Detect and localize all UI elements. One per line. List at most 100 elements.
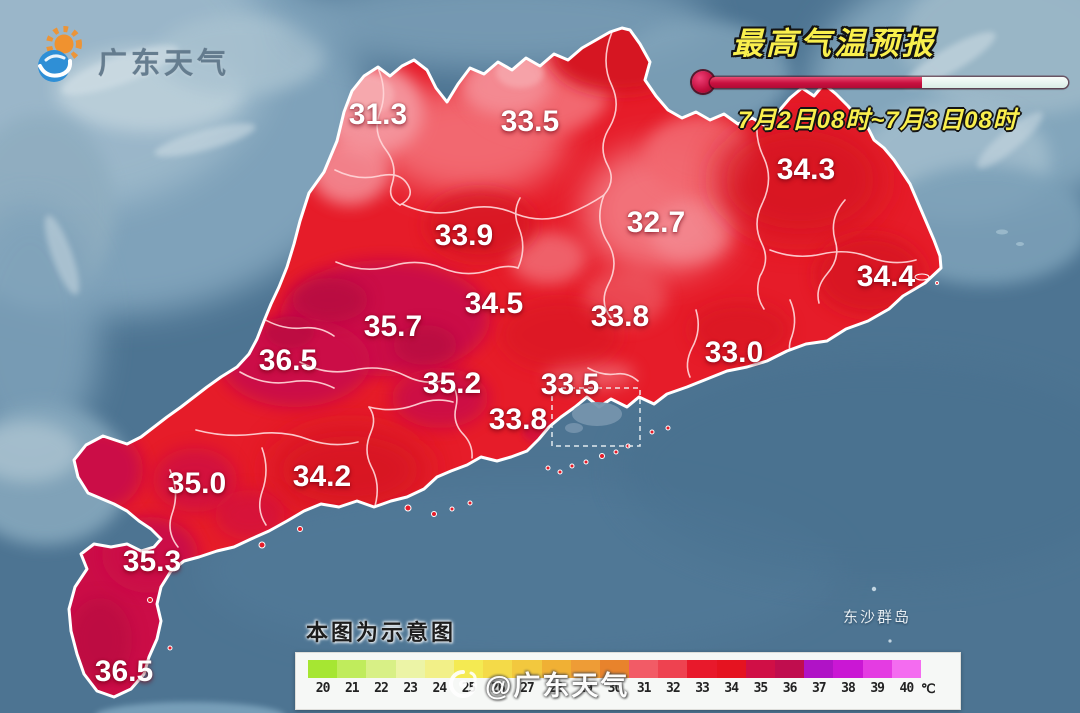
temp-label: 32.7	[626, 206, 686, 239]
temp-label: 33.8	[488, 403, 548, 436]
legend-stop: 26	[483, 660, 513, 696]
legend-stop: 28	[541, 660, 571, 696]
legend-temp-value: 30	[607, 681, 623, 696]
legend-color-swatch	[512, 660, 542, 678]
legend-stop: 32	[658, 660, 688, 696]
legend-temp-value: 33	[695, 681, 710, 696]
legend-unit: ℃	[920, 681, 936, 696]
legend-color-swatch	[658, 660, 688, 678]
legend-temp-value: 32	[666, 681, 681, 696]
legend-temp-value: 34	[724, 681, 739, 696]
fujian-islets	[996, 229, 1024, 246]
temp-label: 35.7	[363, 310, 423, 343]
thermometer-stem	[710, 77, 1068, 88]
legend-stop: 36	[775, 660, 805, 696]
legend-color-swatch	[541, 660, 571, 678]
temp-label: 34.3	[776, 153, 836, 186]
legend-temp-value: 26	[490, 681, 506, 696]
legend-color-swatch	[337, 660, 367, 678]
legend-temp-value: 35	[753, 681, 769, 696]
legend-stop: 27	[512, 660, 542, 696]
legend-temp-value: 36	[782, 681, 798, 696]
legend-color-swatch	[716, 660, 746, 678]
legend-temp-value: 40	[899, 681, 915, 696]
city-boundaries	[169, 31, 917, 548]
legend-temp-value: 38	[841, 681, 856, 696]
legend-stop: 34	[716, 660, 746, 696]
temp-label: 33.0	[704, 336, 764, 369]
legend-stop: 31	[629, 660, 659, 696]
temp-label: 34.5	[464, 287, 524, 320]
legend-color-swatch	[891, 660, 921, 678]
thermometer-light-bar	[922, 77, 1068, 88]
schematic-notice: 本图为示意图	[306, 620, 457, 645]
temp-label: 35.3	[122, 545, 182, 578]
dongsha-islands-label: 东沙群岛	[843, 609, 912, 626]
legend-stop: 38	[833, 660, 863, 696]
legend-stop: 24	[424, 660, 454, 696]
coastal-islands	[147, 273, 939, 651]
legend-color-swatch	[599, 660, 630, 678]
temp-label: 36.5	[94, 655, 154, 688]
legend-color-swatch	[424, 660, 454, 678]
legend-temp-value: 27	[520, 681, 535, 696]
thermometer-bulb	[692, 71, 714, 93]
temp-label: 33.9	[434, 219, 494, 252]
legend-stop: 22	[366, 660, 396, 696]
thermometer-red-bar	[710, 77, 922, 88]
legend-stop: 33	[687, 660, 717, 696]
legend-temp-value: 23	[403, 681, 418, 696]
temp-label: 34.2	[292, 460, 352, 493]
legend-color-swatch	[366, 660, 396, 678]
legend-temp-value: 24	[432, 681, 448, 696]
legend-stop: 40	[891, 660, 921, 696]
hongkong-area	[551, 387, 641, 447]
legend-color-swatch	[570, 660, 600, 678]
watermark-text: @广东天气	[485, 671, 630, 701]
legend-temp-value: 37	[811, 681, 827, 696]
temp-label: 31.3	[348, 98, 408, 131]
dongsha-islets	[871, 586, 892, 643]
temp-label: 35.2	[422, 367, 482, 400]
legend-temp-value: 39	[870, 681, 885, 696]
province-outline	[67, 26, 943, 699]
thermometer-graphic	[690, 70, 1072, 94]
legend-color-swatch	[862, 660, 892, 678]
legend-stop: 37	[804, 660, 834, 696]
temp-label: 33.8	[590, 300, 650, 333]
legend-scale: 20 21 22 23 24 25 26 27 28 29 30 31 32 33 34 35 36 37 38 39…	[308, 660, 950, 697]
legend-color-swatch	[395, 660, 425, 678]
legend-color-swatch	[804, 660, 834, 678]
legend-temp-value: 22	[374, 681, 389, 696]
temp-label: 33.5	[500, 105, 560, 138]
forecast-period: 7月2日08时~7月3日08时	[738, 107, 1018, 134]
legend-color-swatch	[833, 660, 863, 678]
legend-stop: 20	[308, 660, 338, 696]
legend-stop: 23	[395, 660, 425, 696]
brand-logo: 广东天气	[28, 22, 230, 92]
legend-stop: 30	[599, 660, 630, 696]
sun-swirl-logo-icon	[38, 26, 82, 82]
temperature-legend: 20 21 22 23 24 25 26 27 28 29 30 31 32 33 34 35 36 37 38 39…	[295, 652, 961, 710]
brand-name: 广东天气	[98, 48, 231, 80]
legend-color-swatch	[483, 660, 513, 678]
legend-temp-value: 31	[636, 681, 652, 696]
watermark: @广东天气	[446, 664, 629, 703]
legend-temp-value: 29	[578, 681, 593, 696]
legend-color-swatch	[629, 660, 659, 678]
temp-label: 35.0	[167, 467, 227, 500]
hongkong-dashed-box	[551, 387, 641, 447]
forecast-header: 最高气温预报 7月2日08时~7月3日08时	[690, 18, 1080, 135]
legend-stop: 39	[862, 660, 892, 696]
legend-color-swatch	[308, 660, 338, 678]
legend-temp-value: 20	[315, 681, 331, 696]
legend-color-swatch	[687, 660, 717, 678]
legend-color-swatch	[775, 660, 805, 678]
legend-temp-value: 21	[344, 681, 360, 696]
legend-stop: 29	[570, 660, 600, 696]
legend-temp-value: 28	[549, 681, 564, 696]
temp-label: 34.4	[856, 260, 916, 293]
